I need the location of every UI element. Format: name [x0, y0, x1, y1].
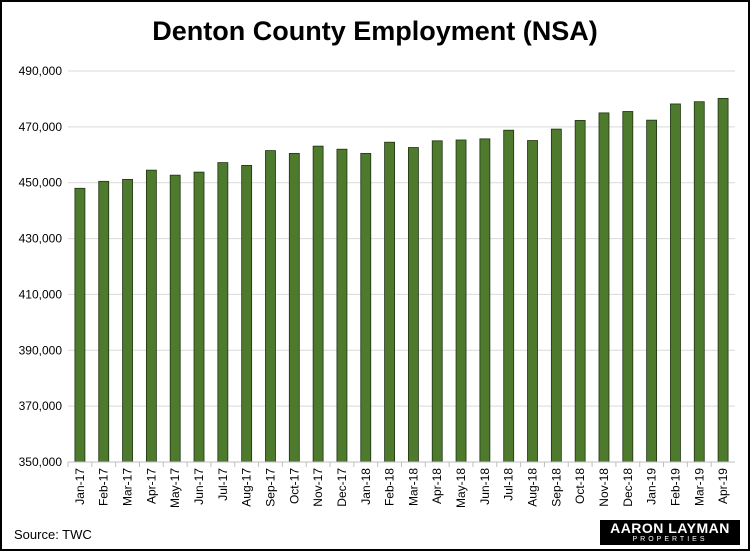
x-tick-label: Jun-18 [478, 468, 492, 505]
bar [360, 152, 372, 463]
logo-subtitle: PROPERTIES [632, 536, 708, 543]
x-tick-label: May-17 [168, 468, 182, 508]
y-tick-label: 390,000 [19, 343, 63, 357]
source-label: Source: TWC [14, 527, 92, 542]
x-tick-label: Mar-18 [406, 468, 420, 506]
x-axis-ticks: Jan-17 Feb-17 Mar-17 Apr-17 May-17 Jun-17 Jul-… [67, 462, 730, 508]
chart-title: Denton County Employment (NSA) [152, 16, 598, 46]
x-tick-label: Oct-17 [287, 468, 301, 504]
bar [574, 120, 586, 463]
gridlines [68, 70, 735, 407]
x-tick-label: Apr-18 [430, 468, 444, 504]
x-tick-label: Jan-17 [73, 468, 87, 505]
y-tick-label: 450,000 [19, 176, 63, 190]
bar [312, 145, 324, 463]
x-tick-label: Feb-18 [383, 468, 397, 506]
bar [479, 138, 491, 463]
x-tick-label: Aug-17 [240, 468, 254, 507]
y-tick-label: 370,000 [19, 399, 63, 413]
x-tick-label: Dec-18 [621, 468, 635, 507]
bar [241, 164, 253, 463]
x-tick-label: Jul-17 [216, 468, 230, 501]
x-tick-label: Dec-17 [335, 468, 349, 507]
brand-logo: AARON LAYMAN PROPERTIES [600, 520, 740, 545]
x-tick-label: Feb-17 [97, 468, 111, 506]
bar [98, 180, 110, 463]
x-tick-label: Apr-19 [716, 468, 730, 504]
x-tick-label: Jan-19 [645, 468, 659, 505]
x-tick-label: Mar-19 [692, 468, 706, 506]
logo-name: AARON LAYMAN [610, 520, 730, 536]
x-tick-label: Mar-17 [121, 468, 135, 506]
bar [717, 97, 729, 463]
bar [550, 128, 562, 463]
y-tick-label: 350,000 [19, 455, 63, 469]
bar [455, 139, 467, 463]
bar [431, 140, 443, 463]
bar [693, 101, 705, 463]
x-tick-label: Sep-18 [549, 468, 563, 507]
bar [384, 141, 395, 463]
bar [408, 147, 419, 463]
bar [122, 178, 133, 463]
x-tick-label: May-18 [454, 468, 468, 508]
x-tick-label: Jan-18 [359, 468, 373, 505]
bar [646, 119, 658, 463]
x-tick-label: Apr-17 [144, 468, 158, 504]
bar [145, 169, 157, 463]
bar [217, 162, 229, 463]
y-tick-label: 470,000 [19, 120, 63, 134]
x-tick-label: Sep-17 [263, 468, 277, 507]
bar [265, 150, 276, 463]
y-tick-label: 490,000 [19, 64, 63, 78]
bars [74, 97, 729, 463]
bar [598, 112, 610, 463]
bar [622, 111, 634, 463]
bar [169, 174, 181, 463]
x-tick-label: Oct-18 [573, 468, 587, 504]
bar [336, 148, 348, 463]
x-tick-label: Feb-19 [668, 468, 682, 506]
x-tick-label: Jul-18 [502, 468, 516, 501]
bar [503, 129, 515, 463]
y-tick-label: 430,000 [19, 232, 63, 246]
bar [670, 103, 681, 463]
x-tick-label: Nov-17 [311, 468, 325, 507]
y-tick-label: 410,000 [19, 287, 63, 301]
y-axis-ticks: 350,000 370,000 390,000 410,000 430,000 450,0… [19, 64, 63, 469]
bar [193, 171, 205, 463]
bar [527, 140, 538, 463]
x-tick-label: Jun-17 [192, 468, 206, 505]
x-tick-label: Nov-18 [597, 468, 611, 507]
bar [74, 187, 86, 463]
x-tick-label: Aug-18 [526, 468, 540, 507]
bar [288, 152, 300, 463]
